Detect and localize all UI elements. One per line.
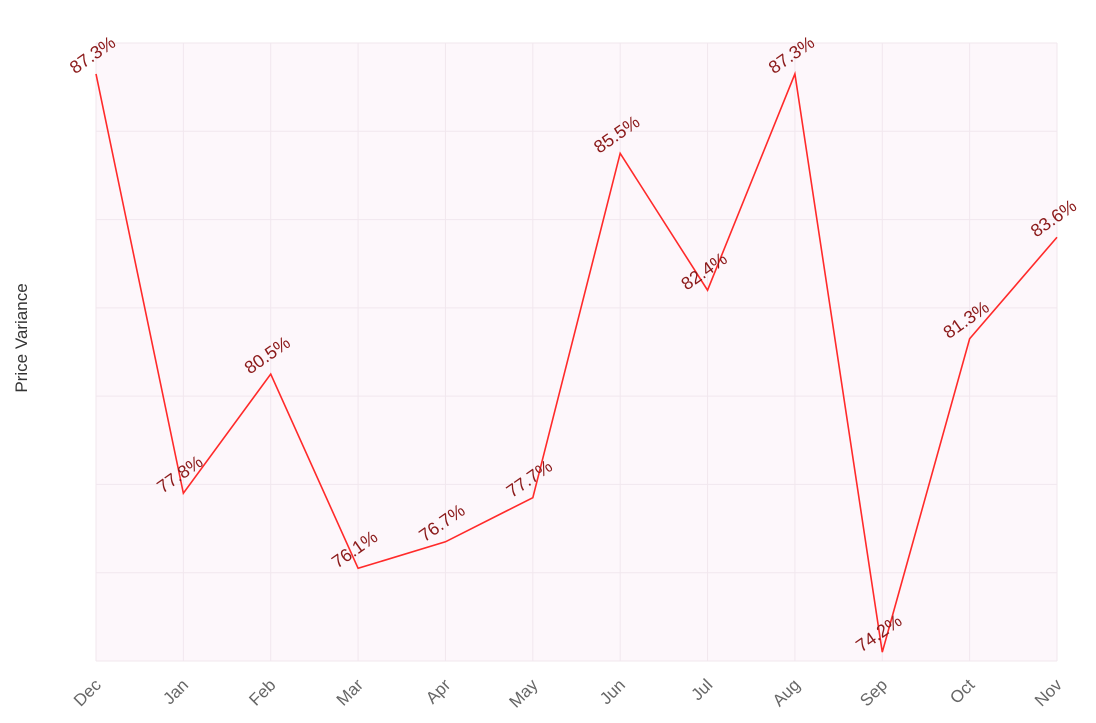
x-tick-label: Jul <box>688 675 717 704</box>
x-tick-label: May <box>505 675 541 711</box>
x-tick-label: Sep <box>856 675 891 710</box>
x-tick-label: Jan <box>159 675 192 708</box>
x-axis-ticks: Dec Jan Feb Mar Apr May Jun Jul Aug Sep Oct Nov <box>70 675 1066 712</box>
x-tick-label: Jun <box>596 675 629 708</box>
series-line <box>95 70 1058 653</box>
x-tick-label: Feb <box>245 675 279 709</box>
x-tick-label: Dec <box>70 675 105 710</box>
x-tick-label: Aug <box>769 675 804 710</box>
plot-area <box>96 43 1057 661</box>
x-tick-label: Oct <box>946 675 978 707</box>
x-tick-label: Apr <box>422 675 454 707</box>
x-tick-label: Mar <box>333 675 367 709</box>
y-axis-label: Price Variance <box>12 283 31 392</box>
gridlines <box>95 42 1058 662</box>
x-tick-label: Nov <box>1031 675 1066 710</box>
